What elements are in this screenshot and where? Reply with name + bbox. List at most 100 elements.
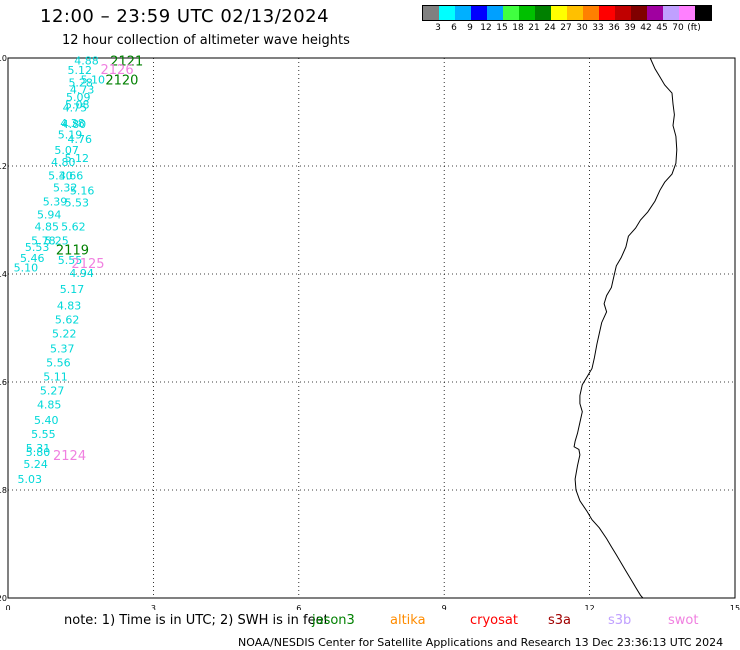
legend-label: 27	[560, 23, 572, 33]
swh-value: 4.75	[63, 102, 88, 115]
legend-label: 33	[592, 23, 604, 33]
legend-swatch	[455, 6, 471, 20]
swh-value: 4.76	[67, 133, 92, 146]
legend-label: (ft)	[687, 23, 701, 33]
swh-value: 5.30	[48, 170, 73, 183]
legend-color-bar	[422, 5, 712, 21]
swh-value: 4.66	[59, 170, 84, 183]
pass-label: 2124	[53, 449, 86, 464]
legend-swatch	[503, 6, 519, 20]
mission-cryosat: cryosat	[470, 613, 518, 628]
x-tick-label: 9	[442, 604, 447, 610]
swh-value: 5.31	[26, 442, 51, 455]
swh-value: 5.56	[46, 357, 71, 370]
swh-value: 5.16	[70, 184, 95, 197]
legend-swatch	[519, 6, 535, 20]
swh-value: 5.09	[66, 91, 91, 104]
legend-labels: 3 6 9 12 15 18 21 24 27 30 33 36 39 42 45 70 (ft)	[422, 21, 712, 33]
swh-value: 5.80	[26, 446, 51, 459]
legend-label: 15	[496, 23, 508, 33]
y-tick-label: -12	[0, 162, 7, 171]
y-tick-label: -10	[0, 54, 7, 63]
swh-value: 4.80	[51, 156, 76, 169]
swh-value: 5.10	[14, 262, 39, 275]
swh-value: 5.94	[37, 209, 62, 222]
swh-value: 5.55	[31, 428, 56, 441]
mission-s3a: s3a	[548, 613, 572, 628]
swh-value: 5.11	[43, 371, 68, 384]
mission-jason3: jason3	[312, 613, 355, 628]
swh-value: 5.53	[25, 241, 50, 254]
legend-swatch	[679, 6, 695, 20]
swh-value: 4.38	[60, 117, 85, 130]
swh-value: 4.88	[74, 55, 99, 68]
legend-swatch	[535, 6, 551, 20]
legend-swatch	[551, 6, 567, 20]
swh-value: 5.19	[58, 129, 83, 142]
y-tick-label: -16	[0, 378, 7, 387]
legend-label: 9	[467, 23, 473, 33]
swh-value: 5.62	[55, 313, 80, 326]
swh-value: 5.08	[65, 98, 90, 111]
y-tick-label: -14	[0, 270, 7, 279]
mission-s3b: s3b	[608, 613, 632, 628]
credit-line: NOAA/NESDIS Center for Satellite Applica…	[238, 636, 724, 649]
swh-value: 5.32	[53, 182, 78, 195]
legend-swatch	[583, 6, 599, 20]
legend-label: 36	[608, 23, 620, 33]
pass-label: 2126	[101, 63, 134, 78]
map-frame	[7, 57, 736, 599]
legend-swatch	[599, 6, 615, 20]
swh-value: 5.37	[50, 343, 75, 356]
legend-label: 6	[451, 23, 457, 33]
legend-label: 12	[480, 23, 492, 33]
swh-value: 4.85	[35, 220, 60, 233]
swh-value: 5.17	[60, 283, 85, 296]
swh-value: 4.83	[57, 299, 82, 312]
swh-value: 5.27	[40, 385, 65, 398]
pass-label: 2125	[71, 257, 104, 272]
color-legend: 3 6 9 12 15 18 21 24 27 30 33 36 39 42 45 70 (ft)	[422, 5, 712, 33]
legend-label: 3	[435, 23, 441, 33]
legend-label: 24	[544, 23, 556, 33]
swh-value: 5.39	[43, 196, 68, 209]
legend-label: 42	[640, 23, 652, 33]
y-tick-label: -20	[0, 594, 7, 603]
legend-swatch	[567, 6, 583, 20]
x-tick-label: 12	[585, 604, 595, 610]
legend-label: 70	[672, 23, 684, 33]
swh-value: 5.46	[20, 252, 45, 265]
swh-value: 5.07	[54, 144, 79, 157]
swh-value: 5.28	[68, 76, 93, 89]
legend-swatch	[631, 6, 647, 20]
legend-swatch	[615, 6, 631, 20]
coastline	[573, 57, 678, 599]
swh-value: 4.94	[69, 267, 94, 280]
wave-height-map: 03691215-10-12-14-16-18-204.885.125.105.…	[0, 54, 740, 610]
x-tick-label: 0	[5, 604, 10, 610]
swh-value: 5.25	[44, 235, 69, 248]
swh-value: 5.40	[34, 414, 59, 427]
swh-value: 5.12	[65, 152, 90, 165]
legend-swatch	[695, 6, 711, 20]
x-tick-label: 15	[730, 604, 740, 610]
swh-value: 5.24	[23, 458, 48, 471]
pass-label: 2121	[110, 55, 143, 70]
legend-swatch	[439, 6, 455, 20]
legend-swatch	[423, 6, 439, 20]
swh-value: 5.78	[31, 235, 56, 248]
mission-altika: altika	[390, 613, 426, 628]
mission-swot: swot	[668, 613, 699, 628]
x-tick-label: 3	[151, 604, 156, 610]
legend-label: 39	[624, 23, 636, 33]
y-tick-label: -18	[0, 486, 7, 495]
legend-swatch	[663, 6, 679, 20]
swh-value: 5.55	[58, 254, 83, 267]
swh-value: 5.12	[67, 64, 92, 77]
page-title: 12:00 – 23:59 UTC 02/13/2024	[40, 6, 330, 27]
legend-swatch	[647, 6, 663, 20]
swh-value: 4.85	[37, 399, 62, 412]
legend-label: 21	[528, 23, 540, 33]
legend-label: 30	[576, 23, 588, 33]
swh-value: 4.80	[62, 118, 87, 131]
